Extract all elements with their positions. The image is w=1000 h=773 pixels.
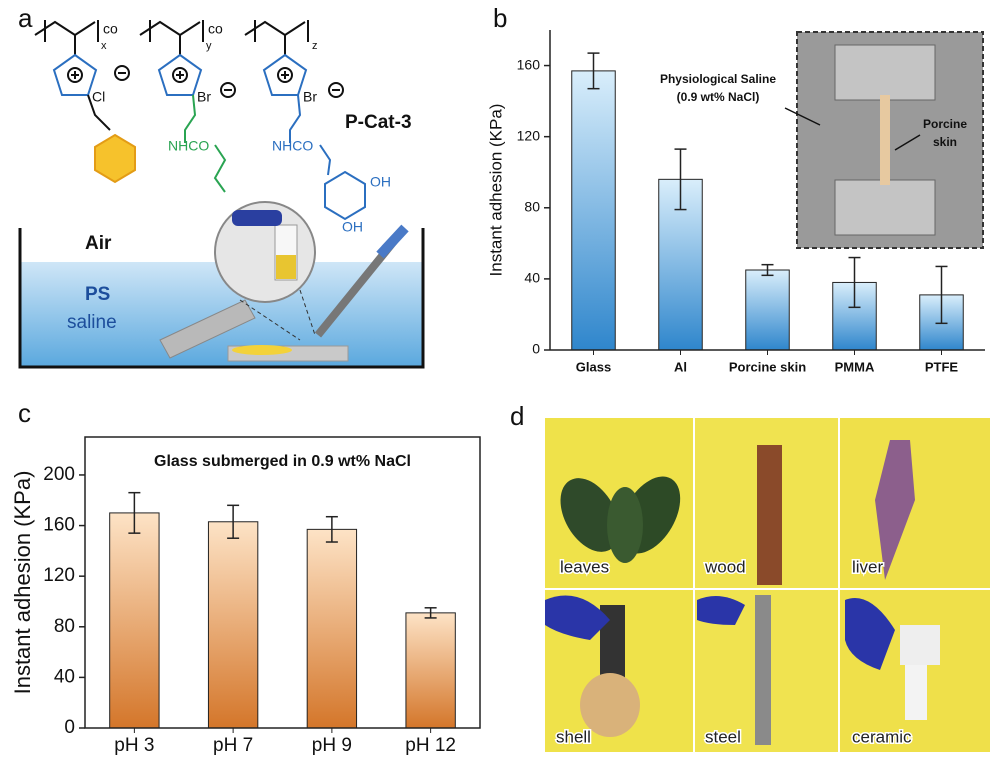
inset-photo: Physiological Saline (0.9 wt% NaCl) Porcin… (660, 31, 984, 249)
bar-chart: b Glass Al Porcine skin PMMA PTFE 0 40 80 120 160 I… (486, 3, 985, 374)
chart-title: Glass submerged in 0.9 wt% NaCl (154, 453, 411, 470)
clamp (834, 179, 936, 236)
bar (207, 521, 259, 729)
panel-label: d (510, 401, 524, 431)
error-bar (227, 504, 240, 539)
x-tick-label: Glass (576, 359, 611, 374)
y-tick-label: 40 (524, 270, 540, 286)
error-bar (128, 491, 141, 534)
plot-frame (84, 436, 481, 729)
x-tick-label: Al (674, 359, 687, 374)
x-tick-label: Porcine skin (729, 359, 806, 374)
x-tick-label: PTFE (925, 359, 959, 374)
inset-label: skin (933, 135, 957, 149)
photo-caption: wood (704, 557, 746, 576)
amide: NHCO (168, 138, 209, 154)
y-tick-label: 120 (43, 565, 75, 586)
y-tick-label: 40 (54, 666, 75, 687)
x-tick-label: pH 9 (312, 735, 352, 756)
counter-ion: Br (197, 89, 211, 105)
panel-label: b (493, 3, 507, 33)
photo-caption: shell (556, 727, 591, 746)
photo-grid (545, 418, 990, 752)
co-label: co (103, 21, 118, 37)
error-bar (848, 256, 861, 309)
y-axis-label: Instant adhesion (KPa) (486, 104, 505, 277)
clamp (834, 44, 936, 101)
pointer (784, 107, 821, 126)
bar (571, 70, 616, 351)
y-tick-label: 0 (532, 341, 540, 357)
pointer (894, 134, 921, 151)
error-bar (761, 263, 774, 277)
y-tick-label: 80 (54, 616, 75, 637)
tank (18, 201, 425, 369)
photo-caption: liver (852, 557, 884, 576)
error-bar (935, 265, 948, 325)
photo-caption: ceramic (852, 727, 912, 746)
saline-label: saline (67, 312, 117, 333)
x-tick-label: pH 3 (114, 735, 154, 756)
hydroxyl: OH (370, 174, 391, 190)
hydroxyl: OH (342, 219, 363, 235)
photo-caption: leaves (560, 557, 609, 576)
y-tick-label: 120 (517, 127, 541, 143)
photo-caption: steel (705, 727, 741, 746)
bar-chart: c pH 3 pH 7 pH 9 pH 12 0 40 80 120 160 200 Instant … (10, 398, 481, 756)
y-tick-label: 200 (43, 464, 75, 485)
panel-label: a (18, 3, 33, 33)
bar (405, 612, 456, 729)
amide: NHCO (272, 138, 313, 154)
inset-label: Porcine (923, 117, 967, 131)
bar (306, 528, 358, 729)
subscript: y (206, 40, 212, 52)
panel-label: c (18, 398, 31, 428)
bar (745, 269, 790, 351)
polymer-labels: co co x y z Cl Br Br NHCO NHCO OH OH P-C… (92, 21, 412, 235)
y-tick-label: 160 (517, 56, 541, 72)
y-axis-label: Instant adhesion (KPa) (10, 471, 35, 695)
y-tick-label: 160 (43, 515, 75, 536)
photo-captions: leaves wood liver shell steel ceramic (555, 556, 914, 748)
error-bar (587, 52, 600, 90)
error-bar (424, 607, 437, 619)
skin-sample (880, 95, 890, 185)
subscript: z (312, 40, 318, 52)
x-tick-label: pH 12 (405, 735, 456, 756)
inset-label: (0.9 wt% NaCl) (677, 90, 760, 104)
polymer-name: P-Cat-3 (345, 112, 412, 133)
error-bar (325, 515, 338, 543)
co-label: co (208, 21, 223, 37)
x-tick-label: pH 7 (213, 735, 253, 756)
ps-label: PS (85, 284, 110, 305)
polymer-structure (34, 20, 366, 221)
y-tick-label: 0 (64, 717, 75, 738)
air-label: Air (85, 233, 112, 254)
counter-ion: Cl (92, 89, 105, 105)
x-tick-label: PMMA (835, 359, 875, 374)
inset-label: Physiological Saline (660, 72, 776, 86)
subscript: x (101, 40, 107, 52)
error-bar (674, 148, 687, 211)
y-tick-label: 80 (524, 198, 540, 214)
counter-ion: Br (303, 89, 317, 105)
bar (109, 512, 160, 729)
charts: b Glass Al Porcine skin PMMA PTFE 0 40 80 120 160 I… (10, 3, 985, 756)
